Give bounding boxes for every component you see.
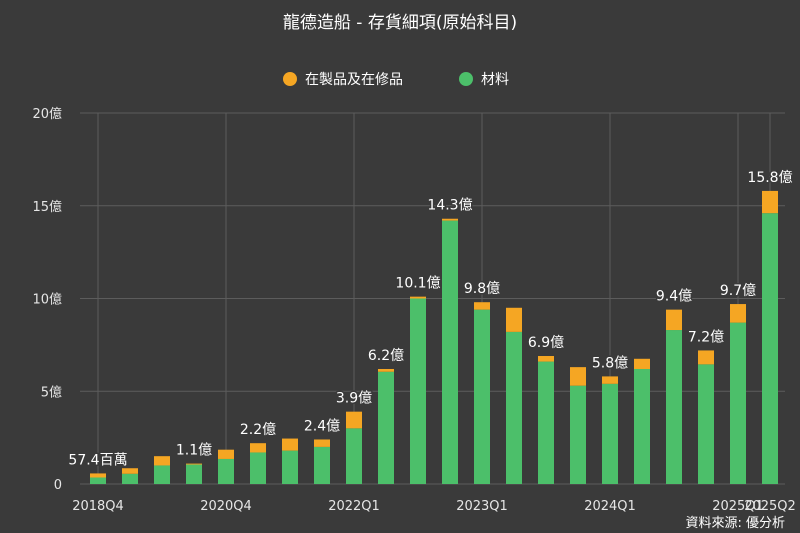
bar-materials [218, 458, 234, 484]
bar-wip [474, 302, 490, 310]
bar-total-label: 2.2億 [240, 422, 276, 438]
bars [90, 190, 778, 485]
bar-total-label: 9.7億 [720, 283, 756, 299]
bar-materials [538, 361, 554, 484]
legend-swatch-wip [283, 72, 297, 86]
bar-wip [762, 190, 778, 214]
bar-wip [666, 309, 682, 331]
y-tick-label: 20億 [32, 106, 62, 122]
bar-total-label: 5.8億 [592, 355, 628, 371]
y-tick-label: 10億 [32, 292, 62, 308]
bar-total-label: 1.1億 [176, 443, 212, 459]
legend-label-materials: 材料 [481, 72, 509, 88]
bar-wip [410, 296, 426, 299]
bar-materials [698, 364, 714, 484]
bar-materials [602, 383, 618, 484]
x-tick-label: 2022Q1 [328, 499, 380, 514]
bar-materials [506, 331, 522, 484]
bar-materials [314, 446, 330, 484]
bar-materials [250, 452, 266, 484]
y-tick-label: 15億 [32, 199, 62, 215]
y-axis: 0 5億 10億 15億 20億 [32, 106, 62, 493]
bar-total-label: 14.3億 [427, 198, 472, 214]
x-tick-label: 2024Q1 [584, 499, 636, 514]
bar-materials [442, 220, 458, 484]
bar-materials [378, 371, 394, 484]
x-tick-label: 2020Q4 [200, 499, 252, 514]
bar-total-label: 6.9億 [528, 335, 564, 351]
legend-swatch-materials [459, 72, 473, 86]
bar-materials [634, 368, 650, 484]
bar-materials [346, 428, 362, 484]
bar-total-label: 7.2億 [688, 329, 724, 345]
bar-materials [154, 465, 170, 484]
bar-wip [90, 473, 106, 478]
bar-wip [346, 411, 362, 429]
bar-wip [250, 443, 266, 453]
bar-wip [218, 449, 234, 459]
bar-total-label: 3.9億 [336, 391, 372, 407]
bar-materials [410, 298, 426, 484]
bar-wip [186, 463, 202, 465]
bar-materials [730, 322, 746, 484]
bar-wip [538, 356, 554, 362]
bar-total-label: 6.2億 [368, 348, 404, 364]
bar-total-label: 15.8億 [747, 170, 792, 186]
x-tick-label: 2023Q1 [456, 499, 508, 514]
bar-wip [154, 456, 170, 466]
legend: 在製品及在修品 材料 [283, 72, 509, 88]
bar-wip [698, 350, 714, 365]
bar-wip [314, 439, 330, 447]
bar-total-label: 9.4億 [656, 289, 692, 305]
bar-wip [634, 358, 650, 369]
x-axis: 2018Q4 2020Q4 2022Q1 2023Q1 2024Q1 2025Q12025… [72, 499, 796, 514]
y-tick-label: 0 [54, 478, 62, 493]
x-tick-label: 2025Q1 [712, 499, 764, 514]
bar-total-label: 2.4億 [304, 418, 340, 434]
source-note: 資料來源: 優分析 [685, 516, 785, 531]
bar-total-label: 57.4百萬 [68, 452, 127, 468]
bar-labels: 57.4百萬 1.1億 2.2億 2.4億 3.9億 6.2億 10.1億 14.3億 9.8億… [67, 168, 794, 470]
bar-materials [186, 464, 202, 484]
bar-materials [570, 385, 586, 484]
bar-wip [506, 307, 522, 332]
bar-materials [474, 309, 490, 484]
bar-wip [122, 468, 138, 474]
grid [80, 112, 785, 485]
bar-materials [666, 330, 682, 484]
bar-materials [282, 450, 298, 484]
bar-materials [90, 477, 106, 484]
bar-wip [442, 218, 458, 221]
bar-wip [730, 304, 746, 323]
x-tick-label: 2018Q4 [72, 499, 124, 514]
bar-total-label: 10.1億 [395, 276, 440, 292]
x-tick-label: 2025Q2 [744, 499, 796, 514]
bar-materials [762, 213, 778, 485]
chart-title: 龍德造船 - 存貨細項(原始科目) [283, 13, 517, 33]
bar-wip [378, 368, 394, 372]
legend-label-wip: 在製品及在修品 [305, 72, 403, 88]
bar-total-label: 9.8億 [464, 281, 500, 297]
bar-wip [570, 367, 586, 386]
bar-wip [282, 438, 298, 451]
bar-wip [602, 376, 618, 384]
bar-materials [122, 473, 138, 484]
y-tick-label: 5億 [41, 384, 62, 400]
